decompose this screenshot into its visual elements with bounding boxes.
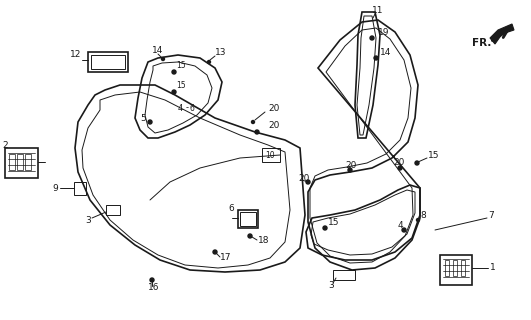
Text: 20: 20 [268,103,279,113]
Text: 14: 14 [380,47,391,57]
Circle shape [248,234,252,238]
Text: 19: 19 [378,28,390,36]
Circle shape [416,219,419,221]
Text: 3: 3 [328,282,334,291]
Text: 15: 15 [328,218,339,227]
Text: 6: 6 [228,204,234,212]
Circle shape [402,228,406,232]
Polygon shape [490,24,514,44]
Text: 6: 6 [190,103,195,113]
Circle shape [348,168,352,172]
Text: 20: 20 [393,157,405,166]
Text: 15: 15 [428,150,440,159]
Circle shape [370,36,374,40]
Text: 20: 20 [345,161,356,170]
Circle shape [255,130,259,134]
Text: 15: 15 [176,60,186,69]
Text: 16: 16 [148,284,159,292]
Text: 3: 3 [85,215,91,225]
Text: 11: 11 [372,5,383,14]
Text: 15: 15 [176,81,186,90]
Text: 8: 8 [420,211,426,220]
Circle shape [252,121,254,124]
Text: 13: 13 [215,47,227,57]
Circle shape [398,166,402,170]
Text: 1: 1 [490,263,496,273]
Circle shape [374,56,378,60]
Circle shape [306,180,310,184]
Text: 4: 4 [398,220,404,229]
Circle shape [161,58,165,60]
Circle shape [150,278,154,282]
Text: FR.: FR. [472,38,491,48]
Text: 12: 12 [70,50,81,59]
Circle shape [323,226,327,230]
Text: 9: 9 [52,183,58,193]
Circle shape [208,60,210,63]
Text: 18: 18 [258,236,270,244]
Text: 20: 20 [298,173,310,182]
Text: 10: 10 [265,150,275,159]
Circle shape [213,250,217,254]
Text: 4: 4 [178,103,183,113]
Circle shape [172,90,176,94]
Text: 2: 2 [2,140,7,149]
Text: 20: 20 [268,121,279,130]
Text: -: - [186,103,189,113]
Text: 17: 17 [220,253,232,262]
Text: 14: 14 [152,45,164,54]
Text: 7: 7 [488,211,494,220]
Circle shape [172,70,176,74]
Circle shape [415,161,419,165]
Circle shape [148,120,152,124]
Text: 5: 5 [140,114,145,123]
